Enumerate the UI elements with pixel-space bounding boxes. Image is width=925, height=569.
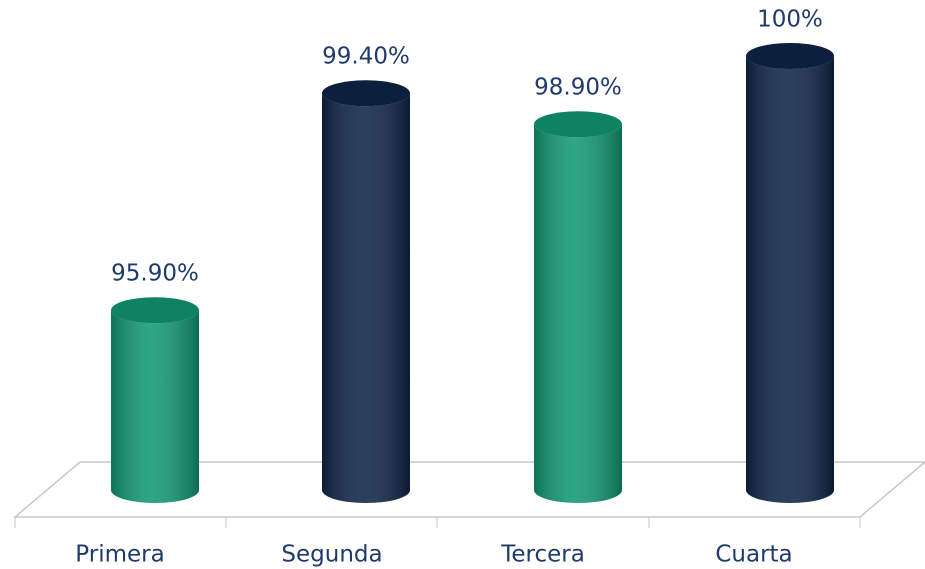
bar-top <box>534 111 622 138</box>
value-label: 95.90% <box>111 261 199 287</box>
bar-shade <box>746 56 834 503</box>
bar-shade <box>111 310 199 503</box>
value-label: 98.90% <box>534 75 622 101</box>
x-tick-label: Segunda <box>281 542 382 568</box>
bar-top-shade <box>322 80 410 107</box>
bar-shade <box>322 93 410 503</box>
value-label: 100% <box>757 7 823 33</box>
x-tick-label: Tercera <box>500 542 585 568</box>
bar-shade <box>534 124 622 503</box>
x-tick-label: Cuarta <box>715 542 792 568</box>
value-label: 99.40% <box>322 44 410 70</box>
bar-top <box>111 297 199 324</box>
bar-top-shade <box>746 43 834 69</box>
x-tick-label: Primera <box>75 542 164 568</box>
bar-top-shade <box>534 111 622 138</box>
bar-top <box>746 43 834 69</box>
bar-top <box>322 80 410 107</box>
bar-top-shade <box>111 297 199 324</box>
floor <box>12 461 925 518</box>
